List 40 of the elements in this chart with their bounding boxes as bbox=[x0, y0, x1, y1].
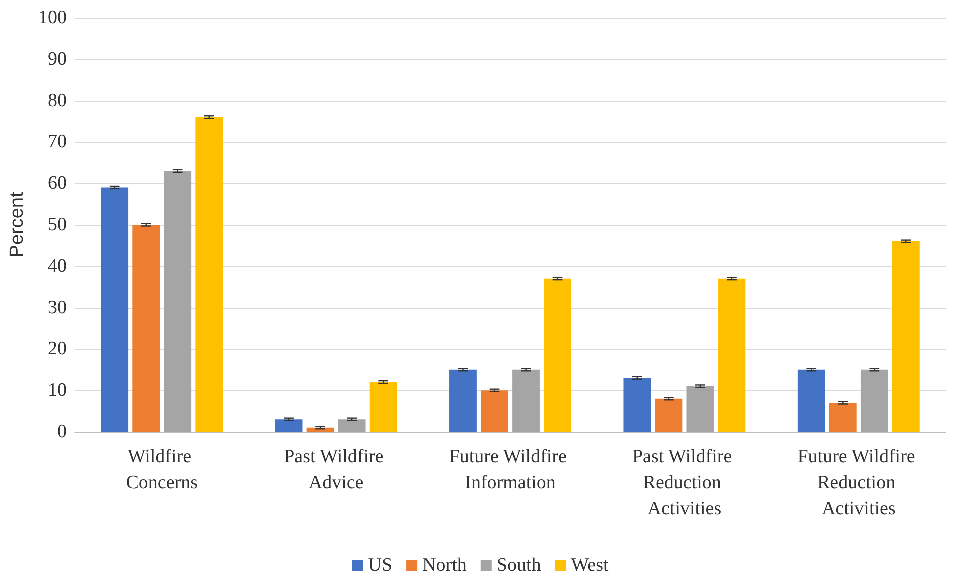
y-tick-label: 60 bbox=[48, 173, 67, 194]
x-tick-label: Future Wildfire Information bbox=[449, 446, 572, 494]
bar bbox=[512, 370, 540, 432]
y-tick-label: 80 bbox=[48, 90, 67, 112]
bar bbox=[450, 370, 477, 432]
bar bbox=[338, 420, 366, 432]
y-tick-label: 70 bbox=[48, 132, 67, 153]
y-tick-label: 30 bbox=[48, 297, 67, 318]
bar bbox=[860, 370, 888, 432]
x-tick-label: Wildfire Concerns bbox=[126, 446, 198, 494]
legend-label: West bbox=[571, 555, 610, 576]
x-tick-label: Past Wildfire Reduction Activities bbox=[632, 446, 737, 520]
y-tick-label: 50 bbox=[48, 214, 67, 236]
bar bbox=[370, 382, 398, 432]
legend-label: South bbox=[496, 555, 542, 576]
y-tick-label: 100 bbox=[38, 8, 67, 28]
x-tick-label: Future Wildfire Reduction Activities bbox=[798, 446, 920, 520]
bar bbox=[544, 278, 572, 432]
bar bbox=[892, 242, 920, 432]
bar bbox=[164, 171, 192, 432]
bar bbox=[798, 370, 826, 432]
bar bbox=[686, 386, 714, 432]
bar bbox=[275, 420, 303, 432]
y-tick-label: 20 bbox=[48, 338, 67, 360]
y-tick-label: 40 bbox=[48, 256, 67, 277]
bar bbox=[196, 117, 224, 432]
x-tick-label: Past Wildfire Advice bbox=[284, 446, 389, 494]
bar bbox=[624, 378, 652, 432]
bar bbox=[101, 188, 129, 432]
y-axis-title: Percent bbox=[7, 192, 28, 258]
bar bbox=[718, 278, 746, 432]
y-tick-label: 0 bbox=[58, 422, 67, 442]
y-tick-label: 90 bbox=[48, 48, 67, 70]
bar bbox=[132, 225, 160, 432]
legend-label: US bbox=[368, 555, 393, 576]
legend-label: North bbox=[422, 555, 468, 576]
bar bbox=[655, 398, 683, 432]
bar bbox=[829, 403, 857, 432]
y-tick-label: 10 bbox=[48, 380, 67, 402]
bar bbox=[481, 390, 508, 432]
